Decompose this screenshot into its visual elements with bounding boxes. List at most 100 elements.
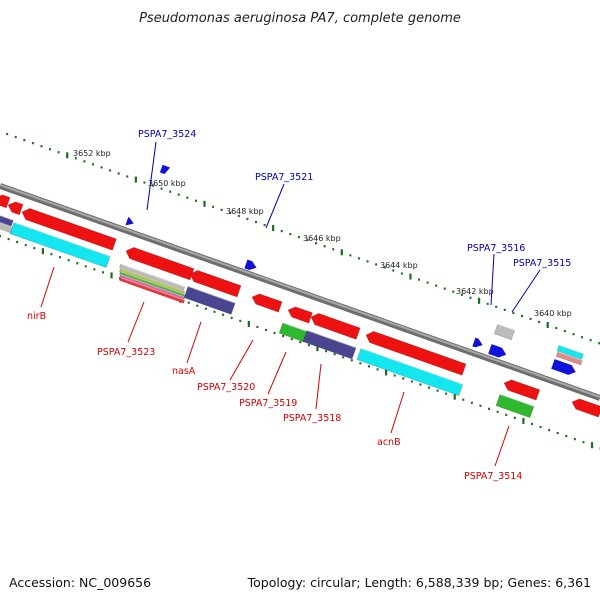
gene-block-navy-shine [187,285,236,304]
gene-block-navy-body [183,285,236,315]
map-title: Pseudomonas aeruginosa PA7, complete gen… [139,11,461,26]
gene-block-red [119,277,185,304]
gene-block-pink [555,351,583,366]
gene-labels-forward: PSPA7_3524 PSPA7_3521 PSPA7_3516 PSPA7_3… [138,129,571,269]
gene-block-red [571,398,600,418]
gene-block-olive-shine [120,268,185,292]
gene-block-gray-shine [120,263,185,288]
gene-label: PSPA7_3523 [97,347,155,358]
gene-block-blue-body [244,259,257,271]
gene-block-green-shine [120,271,185,295]
gene-block-gray [118,263,186,291]
gene-block-magenta-shine [120,274,185,298]
gene-block-red-body [119,277,185,304]
inner-reference-dots [0,234,600,450]
gene-block-blue [244,259,257,271]
gene-block-navy-shine [0,214,14,221]
gene-block-red-body [287,306,313,324]
scale-ruler [6,132,600,345]
gene-block-red-body [571,398,600,418]
gene-label: PSPA7_3519 [239,398,297,409]
gene-block-red [21,208,117,251]
gene-block-navy-body [302,329,357,360]
gene-block-gray [493,323,516,341]
leader-line [490,253,495,306]
gene-block-navy [302,329,357,360]
gene-block-cyan-shine [13,221,111,257]
gene-block-cyan-body [9,221,111,269]
gene-block-green-shine [282,322,308,333]
gene-block-gray-shine [497,323,515,331]
leader-line [267,351,287,395]
gene-blocks [0,194,600,419]
gene-block-green [278,322,308,343]
gene-block-red-body [503,379,541,401]
gene-block-navy [183,285,236,315]
gene-block-red-body [189,270,242,298]
gene-block-cyan-shine [558,344,584,355]
gene-block-blue [159,164,171,175]
gene-block-green [495,393,535,419]
gene-block-red-body [0,194,11,209]
gene-block-red [287,306,313,324]
gene-block-blue [472,337,483,348]
gene-block-gray-body [493,323,516,341]
genome-summary-text: Topology: circular; Length: 6,588,339 bp… [247,575,591,590]
gene-block-red-body [7,201,24,216]
gene-block-red-body [365,331,467,376]
gene-block-red [0,194,11,209]
gene-block-blue-body [125,216,135,226]
gene-label: PSPA7_3516 [467,243,525,254]
genome-backbone [0,183,600,401]
ruler-labels: 3652 kbp 3650 kbp 3648 kbp 3646 kbp 3644… [73,149,572,318]
gene-block-green-body [495,393,535,419]
gene-block-blue-body [550,358,577,376]
ruler-label: 3652 kbp [73,149,111,158]
gene-block-red-body [251,293,283,313]
gene-block-red [251,293,283,313]
leader-lines [40,141,541,467]
leader-line [511,269,541,313]
gene-block-navy-shine [306,329,357,349]
ruler-label: 3642 kbp [456,287,494,296]
gene-block-red-body [310,313,361,340]
gene-block-blue-body [487,343,507,358]
gene-label: nirB [27,311,46,322]
gene-block-red [503,379,541,401]
gene-features [159,164,171,175]
gene-block-blue [550,358,577,376]
gene-label: PSPA7_3514 [464,471,522,482]
gene-block-red [189,270,242,298]
gene-block-green-shine [499,393,535,407]
gene-block-red [365,331,467,376]
ruler-label: 3640 kbp [534,309,572,318]
leader-line [146,141,157,211]
gene-block-red [7,201,24,216]
gene-label: PSPA7_3515 [513,258,571,269]
leader-line [186,321,202,364]
gene-label: PSPA7_3518 [283,413,341,424]
gene-block-red-body [21,208,117,251]
ruler-label: 3646 kbp [303,234,341,243]
gene-label: PSPA7_3524 [138,129,196,140]
gene-label: PSPA7_3521 [255,172,313,183]
ruler-label: 3650 kbp [148,179,186,188]
gene-block-green-body [278,322,308,343]
gene-block-pink-shine [557,351,583,361]
ruler-label: 3648 kbp [226,207,264,216]
gene-block-blue-body [472,337,483,348]
gene-block-gray-shine [0,221,14,228]
gene-block-blue [125,216,135,226]
gene-block-red-shine [120,277,185,301]
leader-line [40,266,55,308]
gene-block-cyan [356,347,464,397]
gene-label: acnB [377,437,401,448]
leader-line [390,391,405,434]
leader-line [229,339,254,381]
gene-block-cyan [556,344,584,360]
leader-line [315,363,322,410]
leader-line [494,425,510,467]
accession-text: Accession: NC_009656 [9,575,151,590]
gene-labels-reverse: nirB PSPA7_3523 nasA PSPA7_3520 PSPA7_35… [27,311,522,482]
